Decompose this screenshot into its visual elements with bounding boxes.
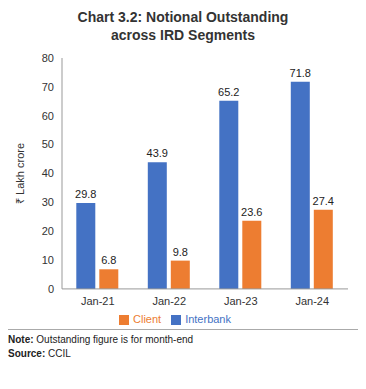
svg-text:Jan-23: Jan-23 xyxy=(224,295,258,307)
svg-text:20: 20 xyxy=(42,225,54,237)
html-text:Note: Outstanding figure is fo: Note: Outstanding figure is for month-en… xyxy=(8,334,194,345)
svg-text:10: 10 xyxy=(42,254,54,266)
svg-text:₹ Lakh crore: ₹ Lakh crore xyxy=(14,143,26,204)
svg-text:30: 30 xyxy=(42,196,54,208)
svg-text:29.8: 29.8 xyxy=(75,188,96,200)
svg-text:Jan-22: Jan-22 xyxy=(152,295,186,307)
svg-text:27.4: 27.4 xyxy=(313,195,334,207)
svg-text:60: 60 xyxy=(42,110,54,122)
svg-text:40: 40 xyxy=(42,167,54,179)
html-text:Interbank: Interbank xyxy=(185,312,231,325)
svg-text:Jan-21: Jan-21 xyxy=(81,295,115,307)
svg-text:50: 50 xyxy=(42,138,54,150)
svg-text:9.8: 9.8 xyxy=(173,246,188,258)
svg-text:6.8: 6.8 xyxy=(101,254,116,266)
html-text:Source: CCIL: Source: CCIL xyxy=(8,348,71,359)
svg-text:71.8: 71.8 xyxy=(290,67,311,79)
svg-text:70: 70 xyxy=(42,81,54,93)
svg-text:23.6: 23.6 xyxy=(241,206,262,218)
svg-text:80: 80 xyxy=(42,52,54,64)
html-text:Client: Client xyxy=(133,312,162,325)
svg-text:Jan-24: Jan-24 xyxy=(295,295,329,307)
svg-text:43.9: 43.9 xyxy=(147,147,168,159)
svg-text:0: 0 xyxy=(48,283,54,295)
html-text:Chart 3.2: Notional Outstandin: Chart 3.2: Notional Outstanding across I… xyxy=(77,9,289,43)
svg-text:65.2: 65.2 xyxy=(218,86,239,98)
